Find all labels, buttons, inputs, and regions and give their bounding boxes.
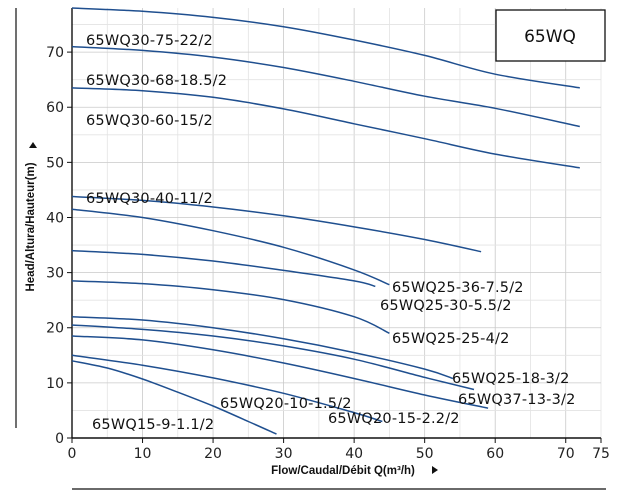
y-axis-arrow-icon <box>29 142 37 148</box>
x-tick-label: 30 <box>275 446 293 462</box>
performance-curve <box>71 354 383 423</box>
curve-label: 65WQ25-25-4/2 <box>392 331 510 347</box>
y-tick-label: 40 <box>46 210 64 226</box>
curve-label: 65WQ15-9-1.1/2 <box>92 417 214 433</box>
curve-label: 65WQ20-10-1.5/2 <box>220 396 352 412</box>
model-box-label: 65WQ <box>524 27 576 47</box>
y-axis-title-text: Head/Altura/Hauteur(m) <box>25 162 37 291</box>
x-axis-title: Flow/Caudal/Débit Q(m³/h) <box>271 465 438 477</box>
curve-label: 65WQ37-13-3/2 <box>458 392 576 408</box>
x-tick-label: 50 <box>416 446 434 462</box>
performance-curve <box>71 7 580 89</box>
x-tick-label: 20 <box>204 446 222 462</box>
y-tick-label: 20 <box>46 321 64 337</box>
performance-curve <box>71 195 482 253</box>
performance-curve <box>71 315 454 380</box>
y-tick-label: 70 <box>46 45 64 61</box>
performance-curve <box>71 208 390 286</box>
grid <box>71 8 602 439</box>
curve-label: 65WQ25-36-7.5/2 <box>392 280 524 296</box>
y-tick-label: 0 <box>55 431 64 447</box>
curve-label: 65WQ30-75-22/2 <box>86 33 213 49</box>
performance-curve <box>71 87 580 169</box>
performance-curve <box>71 324 475 391</box>
x-axis-title-text: Flow/Caudal/Débit Q(m³/h) <box>271 465 415 477</box>
performance-curve <box>71 280 390 334</box>
x-tick-label: 60 <box>486 446 504 462</box>
x-tick-label: 40 <box>345 446 363 462</box>
curve-labels: 65WQ30-75-22/2 65WQ30-68-18.5/2 65WQ30-60-… <box>86 33 576 433</box>
curves <box>71 7 580 435</box>
curve-label: 65WQ25-30-5.5/2 <box>380 298 512 314</box>
y-tick-label: 50 <box>46 155 64 171</box>
performance-curve <box>71 249 376 288</box>
y-tick-label: 30 <box>46 266 64 282</box>
curve-label: 65WQ30-60-15/2 <box>86 113 213 129</box>
performance-curve <box>71 360 277 435</box>
model-box <box>495 9 606 62</box>
performance-curve <box>71 45 580 128</box>
x-tick-label: 70 <box>557 446 575 462</box>
curve-label: 65WQ25-18-3/2 <box>452 371 570 387</box>
curve-label: 65WQ30-40-11/2 <box>86 191 213 207</box>
y-tick-label: 10 <box>46 376 64 392</box>
curve-label: 65WQ30-68-18.5/2 <box>86 73 227 89</box>
x-tick-label: 75 <box>592 446 610 462</box>
y-tick-label: 60 <box>46 100 64 116</box>
x-tick-label: 0 <box>68 446 77 462</box>
x-axis-arrow-icon <box>432 466 438 474</box>
axes: 0 10 20 30 40 50 60 70 75 0 10 20 30 40 50 60 70 <box>46 8 610 462</box>
curve-label: 65WQ20-15-2.2/2 <box>328 411 460 427</box>
performance-curve <box>71 335 489 409</box>
x-tick-label: 10 <box>134 446 152 462</box>
y-axis-title: Head/Altura/Hauteur(m) <box>25 142 37 292</box>
